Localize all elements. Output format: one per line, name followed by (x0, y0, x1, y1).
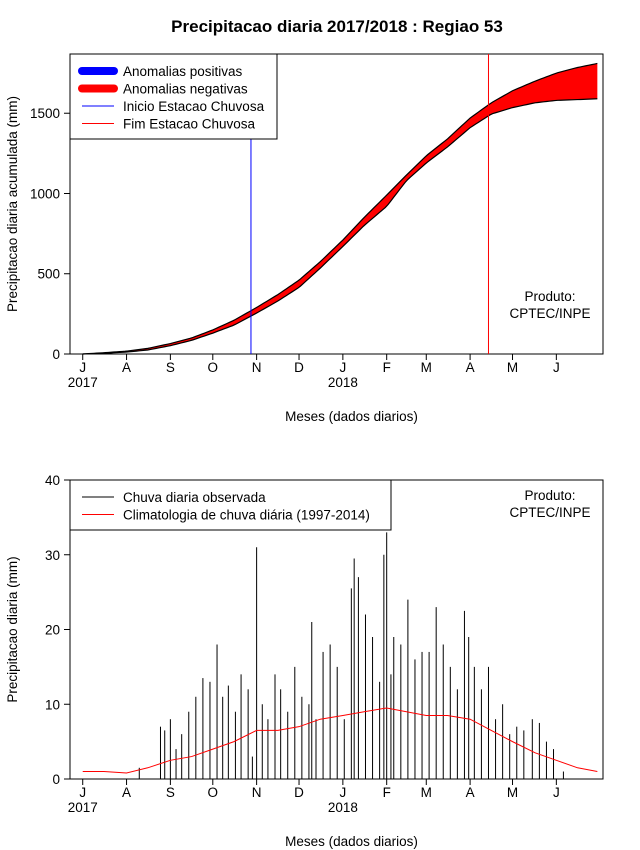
legend-label: Anomalias negativas (123, 82, 248, 97)
x-tick-label: S (166, 785, 175, 800)
legend-label: Climatologia de chuva diária (1997-2014) (123, 508, 370, 523)
x-tick-label: J (553, 360, 560, 375)
x-tick-label: N (252, 360, 262, 375)
x-axis-label: Meses (dados diarios) (285, 834, 418, 849)
x-tick-label: F (383, 360, 391, 375)
x-tick-label: A (122, 785, 131, 800)
series-line-observed (82, 98, 598, 355)
x-tick-label: A (466, 360, 475, 375)
negative-anomaly-area (82, 63, 598, 354)
x-tick-label: M (421, 785, 432, 800)
annotation-text: CPTEC/INPE (509, 505, 590, 520)
series-line-climatology (82, 62, 598, 355)
x-tick-label: J (553, 785, 560, 800)
x-tick-label: A (122, 360, 131, 375)
x-tick-label: O (208, 360, 219, 375)
legend-label: Anomalias positivas (123, 64, 243, 79)
year-label: 2018 (328, 375, 358, 390)
y-axis-label: Precipitacao diaria (mm) (5, 556, 20, 702)
x-tick-label: M (507, 360, 518, 375)
x-tick-label: D (294, 785, 304, 800)
plot-frame (69, 53, 604, 355)
y-tick-label: 1000 (30, 186, 60, 201)
x-tick-label: J (339, 360, 346, 375)
y-axis-label: Precipitacao diaria acumulada (mm) (5, 96, 20, 312)
year-label: 2018 (328, 800, 358, 815)
y-tick-label: 0 (52, 772, 60, 787)
x-axis-label: Meses (dados diarios) (285, 409, 418, 424)
chart-title: Precipitacao diaria 2017/2018 : Regiao 5… (171, 17, 503, 36)
x-tick-label: A (466, 785, 475, 800)
x-tick-label: O (208, 785, 219, 800)
year-label: 2017 (68, 375, 98, 390)
y-tick-label: 0 (52, 347, 60, 362)
x-tick-label: J (79, 360, 86, 375)
x-tick-label: M (421, 360, 432, 375)
annotation-text: Produto: (524, 488, 575, 503)
legend-label: Chuva diaria observada (123, 490, 266, 505)
y-tick-label: 1500 (30, 106, 60, 121)
y-tick-label: 20 (45, 623, 60, 638)
y-tick-label: 40 (45, 473, 60, 488)
x-tick-label: N (252, 785, 262, 800)
legend-box (69, 479, 392, 531)
series-line-climatology (82, 707, 598, 774)
legend-label: Fim Estacao Chuvosa (123, 117, 256, 132)
x-tick-label: M (507, 785, 518, 800)
x-tick-label: F (383, 785, 391, 800)
x-tick-label: S (166, 360, 175, 375)
x-tick-label: D (294, 360, 304, 375)
x-tick-label: J (339, 785, 346, 800)
legend-label: Inicio Estacao Chuvosa (123, 99, 265, 114)
y-tick-label: 500 (37, 267, 60, 282)
annotation-text: CPTEC/INPE (509, 306, 590, 321)
annotation-text: Produto: (524, 289, 575, 304)
y-tick-label: 10 (45, 697, 60, 712)
y-tick-label: 30 (45, 548, 60, 563)
year-label: 2017 (68, 800, 98, 815)
x-tick-label: J (79, 785, 86, 800)
